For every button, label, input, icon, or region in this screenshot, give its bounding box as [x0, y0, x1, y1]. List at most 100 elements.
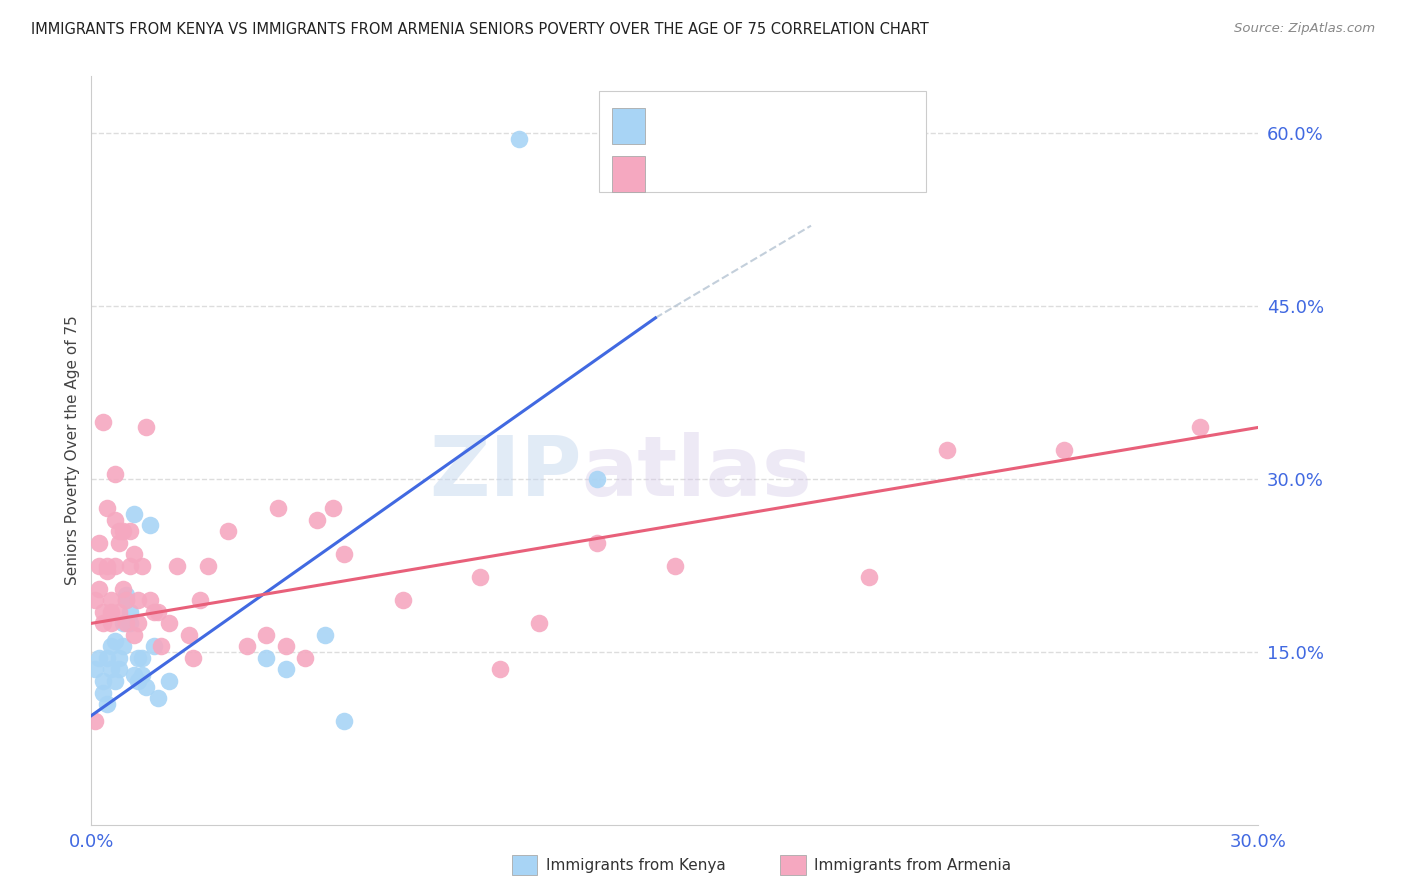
Point	[96, 651, 118, 665]
Point	[127, 616, 149, 631]
Point	[131, 558, 153, 573]
Point	[107, 651, 129, 665]
Point	[89, 535, 111, 549]
Point	[89, 558, 111, 573]
Point	[217, 524, 239, 538]
Point	[333, 547, 356, 561]
Point	[100, 640, 122, 654]
Text: atlas: atlas	[582, 433, 813, 514]
Point	[157, 673, 180, 688]
Point	[89, 651, 111, 665]
Point	[115, 593, 138, 607]
Point	[91, 616, 114, 631]
Point	[142, 605, 165, 619]
Text: Immigrants from Kenya: Immigrants from Kenya	[546, 858, 725, 872]
Point	[91, 673, 114, 688]
Text: R =: R =	[658, 165, 697, 183]
Text: Immigrants from Armenia: Immigrants from Armenia	[814, 858, 1011, 872]
Point	[91, 685, 114, 699]
Point	[104, 513, 127, 527]
Point	[127, 593, 149, 607]
Point	[120, 616, 142, 631]
Point	[197, 558, 219, 573]
Point	[96, 697, 118, 711]
Point	[127, 651, 149, 665]
Point	[274, 663, 297, 677]
Point	[527, 616, 550, 631]
Point	[91, 415, 114, 429]
Text: R =: R =	[658, 117, 697, 136]
Point	[131, 668, 153, 682]
Point	[256, 628, 278, 642]
Point	[267, 501, 290, 516]
Point	[122, 668, 145, 682]
Point	[157, 616, 180, 631]
Point	[100, 616, 122, 631]
Text: N =: N =	[742, 117, 783, 136]
Point	[181, 651, 204, 665]
Point	[115, 593, 138, 607]
Point	[96, 501, 118, 516]
Text: Source: ZipAtlas.com: Source: ZipAtlas.com	[1234, 22, 1375, 36]
Point	[138, 593, 162, 607]
Point	[138, 518, 162, 533]
Y-axis label: Seniors Poverty Over the Age of 75: Seniors Poverty Over the Age of 75	[65, 316, 80, 585]
Point	[107, 605, 129, 619]
Point	[122, 628, 145, 642]
Point	[146, 691, 169, 706]
Point	[111, 640, 134, 654]
Point	[586, 535, 609, 549]
Point	[111, 582, 134, 596]
Point	[333, 714, 356, 729]
Point	[122, 507, 145, 521]
Point	[305, 513, 328, 527]
Point	[120, 605, 142, 619]
Point	[115, 616, 138, 631]
Text: IMMIGRANTS FROM KENYA VS IMMIGRANTS FROM ARMENIA SENIORS POVERTY OVER THE AGE OF: IMMIGRANTS FROM KENYA VS IMMIGRANTS FROM…	[31, 22, 929, 37]
Point	[96, 558, 118, 573]
Text: 35: 35	[789, 117, 814, 136]
Point	[111, 616, 134, 631]
Point	[104, 673, 127, 688]
Point	[122, 547, 145, 561]
Point	[115, 588, 138, 602]
Text: 61: 61	[789, 165, 814, 183]
Point	[89, 582, 111, 596]
Point	[1189, 420, 1212, 434]
Point	[84, 593, 107, 607]
Point	[107, 524, 129, 538]
Point	[84, 714, 107, 729]
Point	[166, 558, 188, 573]
Point	[100, 593, 122, 607]
Point	[586, 472, 609, 486]
Point	[256, 651, 278, 665]
Point	[100, 663, 122, 677]
Point	[100, 605, 122, 619]
Point	[489, 663, 512, 677]
Point	[858, 570, 880, 584]
Point	[274, 640, 297, 654]
Point	[84, 663, 107, 677]
Text: 0.441: 0.441	[688, 165, 744, 183]
Point	[322, 501, 344, 516]
Point	[294, 651, 316, 665]
Point	[107, 535, 129, 549]
Point	[104, 467, 127, 481]
Point	[936, 443, 959, 458]
Point	[135, 420, 157, 434]
Point	[470, 570, 492, 584]
Point	[107, 663, 129, 677]
Point	[120, 558, 142, 573]
Point	[150, 640, 173, 654]
Point	[135, 680, 157, 694]
Point	[391, 593, 413, 607]
Point	[127, 673, 149, 688]
Point	[104, 558, 127, 573]
Point	[664, 558, 686, 573]
Point	[104, 633, 127, 648]
Point	[314, 628, 336, 642]
Point	[1053, 443, 1076, 458]
Point	[236, 640, 259, 654]
Text: N =: N =	[742, 165, 783, 183]
Point	[131, 651, 153, 665]
